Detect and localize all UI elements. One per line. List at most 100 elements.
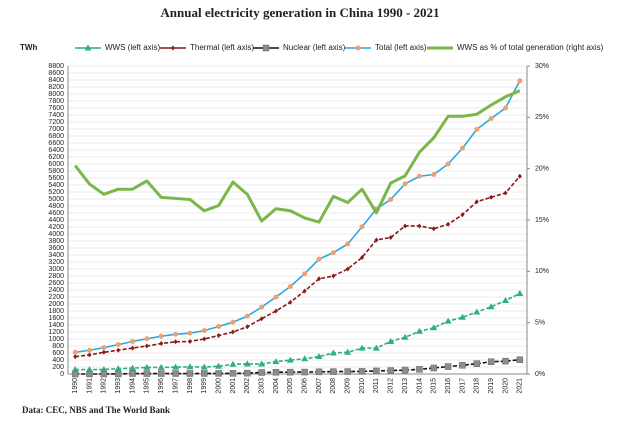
marker [516,356,524,363]
y-tick-label: 7000 [48,126,64,133]
x-tick-label: 2005 [287,378,294,394]
marker [302,271,308,277]
marker [502,105,508,111]
y-tick-label: 1400 [48,322,64,329]
marker [130,345,135,351]
marker [129,364,137,371]
marker [101,345,107,351]
legend-marker [262,44,270,52]
marker [387,337,395,344]
marker [502,357,509,365]
y-tick-label: 2400 [48,287,64,294]
marker [430,324,438,331]
y-tick-label: 6600 [48,140,64,147]
marker [72,349,78,355]
marker [315,368,323,376]
marker [430,364,438,372]
marker [473,308,481,315]
marker [388,196,394,202]
legend-marker [84,44,92,51]
marker [172,370,179,377]
marker [358,344,366,351]
x-tick-label: 2009 [345,378,352,394]
y-tick-label: 8400 [48,77,64,84]
marker [459,362,466,369]
y-tick-label: 3400 [48,252,64,259]
x-tick-label: 2011 [373,378,380,393]
marker [473,360,481,367]
marker [201,370,208,377]
marker [330,250,336,256]
marker [173,339,178,345]
marker [215,370,222,377]
marker [417,223,422,229]
x-tick-label: 2001 [230,378,237,394]
marker [173,331,179,337]
y-tick-label: 6000 [48,161,64,168]
marker [501,297,509,303]
marker [186,363,194,370]
y-tick-label: 4800 [48,203,64,210]
marker [259,304,265,310]
marker [401,333,409,340]
marker [287,284,293,289]
marker [100,370,108,378]
y-tick-label: 8000 [48,91,64,98]
marker [273,294,279,300]
chart-title: Annual electricity generation in China 1… [160,5,439,20]
marker [345,266,350,272]
y-tick-label: 5800 [48,168,64,175]
marker [286,356,294,363]
marker [244,313,250,319]
y-tick-label: 3600 [48,245,64,252]
legend-label: WWS (left axis) [105,43,160,52]
marker [245,324,250,330]
marker [144,343,149,349]
marker [186,370,194,377]
x-tick-label: 2013 [402,378,409,394]
legend-label: Thermal (left axis) [190,43,254,52]
y-axis-label: TWh [20,43,37,52]
marker [216,333,221,338]
y2-tick-label: 10% [535,268,549,275]
x-tick-label: 2021 [517,378,524,394]
marker [288,299,293,305]
marker [316,256,322,262]
x-tick-label: 1996 [158,378,165,394]
y-tick-label: 5600 [48,175,64,182]
y-tick-label: 2800 [48,273,64,280]
y-tick-label: 400 [52,357,64,364]
y2-tick-label: 0% [535,371,545,378]
marker [157,370,165,377]
marker [446,221,451,227]
x-tick-label: 2000 [215,378,222,394]
marker [344,348,352,355]
marker [416,366,423,373]
marker [230,329,235,335]
x-tick-label: 2012 [388,378,395,394]
y-tick-label: 1800 [48,308,64,315]
y-tick-label: 5200 [48,189,64,196]
y-tick-label: 2200 [48,294,64,301]
marker [302,288,307,294]
y-tick-label: 4600 [48,210,64,217]
marker [387,367,394,374]
y-tick-label: 8600 [48,70,64,77]
y-tick-label: 200 [52,364,64,371]
x-tick-label: 2006 [302,378,309,394]
marker [444,363,452,370]
marker [487,303,495,310]
marker [444,317,452,324]
marker [488,116,494,121]
x-tick-label: 1992 [101,378,108,394]
legend-marker [171,45,175,51]
legend-label: Nuclear (left axis) [283,43,346,52]
marker [71,366,79,373]
legend-marker [355,45,361,51]
series-line [75,175,521,358]
series-line [75,292,521,371]
marker [229,370,237,377]
marker [172,363,180,370]
x-tick-label: 2019 [488,378,495,394]
